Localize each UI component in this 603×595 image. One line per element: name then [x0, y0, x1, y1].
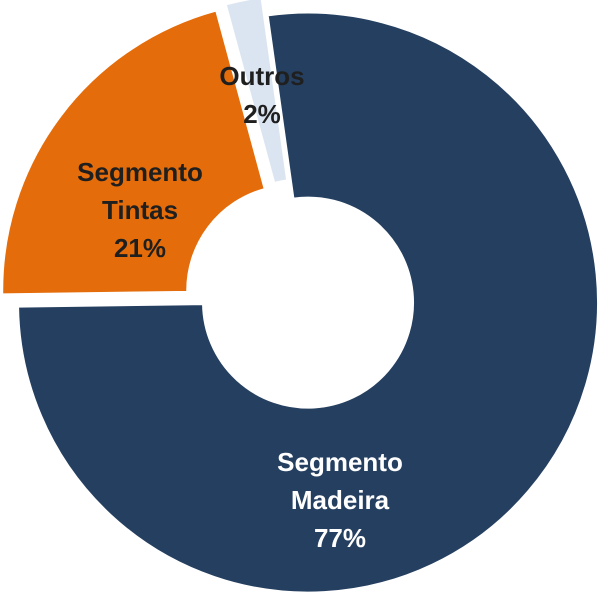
- donut-slice: [17, 11, 600, 594]
- slice-label: Segmento Madeira 77%: [240, 443, 440, 557]
- slice-value: 2%: [243, 99, 281, 129]
- slice-name: Segmento Madeira: [277, 447, 403, 515]
- slice-name: Outros: [219, 61, 305, 91]
- donut-slice: [1, 9, 266, 296]
- slice-name: Segmento Tintas: [77, 157, 203, 225]
- slice-value: 21%: [113, 233, 167, 263]
- donut-slice: [224, 0, 289, 185]
- slice-label: Outros 2%: [202, 57, 322, 133]
- slice-value: 77%: [313, 523, 367, 553]
- slice-label: Segmento Tintas 21%: [40, 153, 240, 267]
